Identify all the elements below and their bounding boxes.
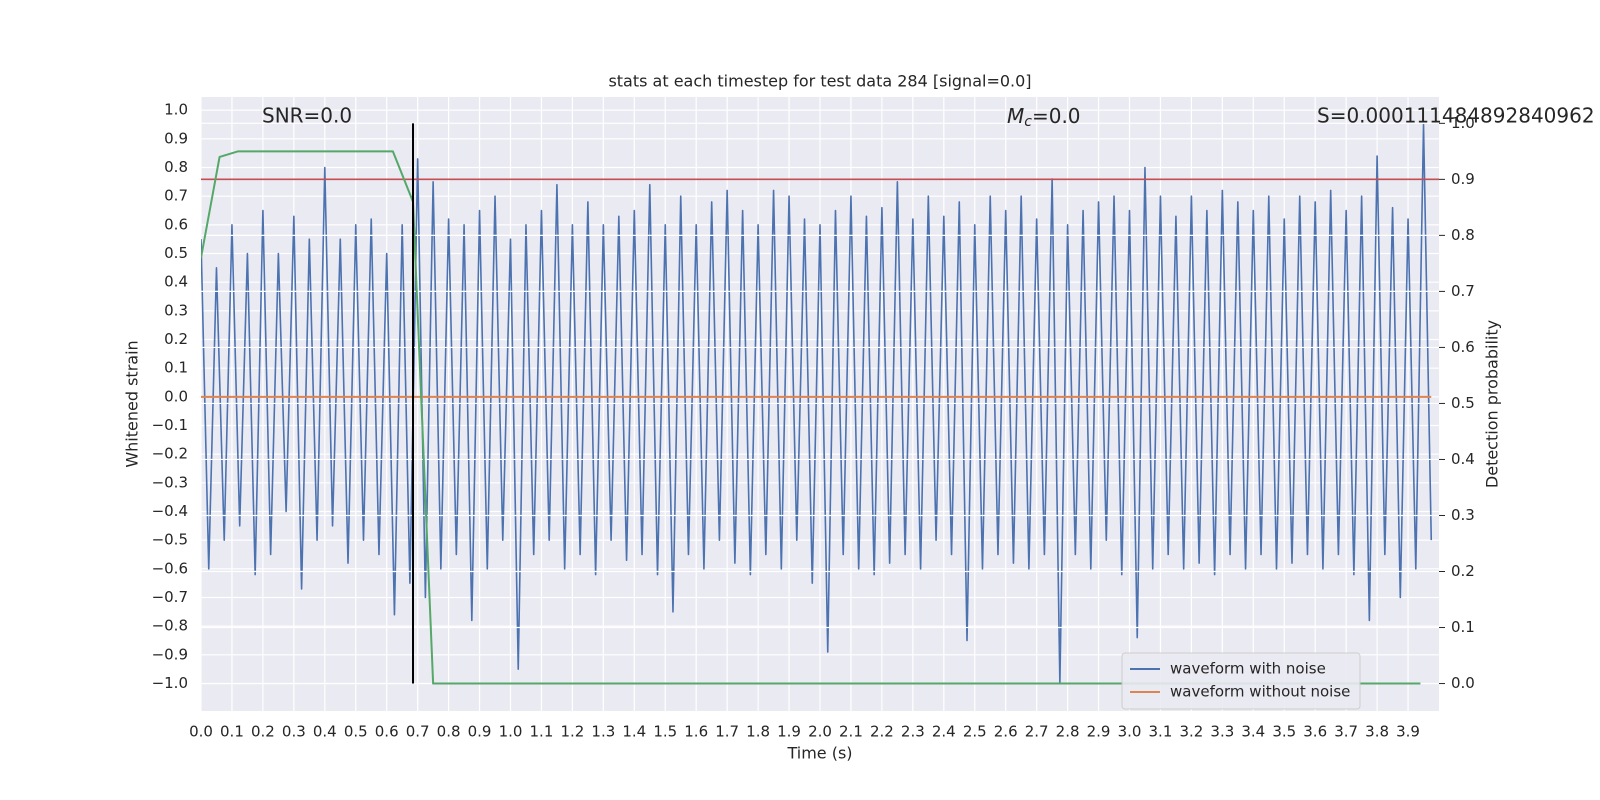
y-tick-label: 0.4 [164,273,188,291]
y-tick-label: −0.8 [152,617,188,635]
x-tick-label: 1.4 [622,723,646,741]
y-tick-label: 0.8 [164,158,188,176]
x-tick-label: 3.5 [1272,723,1296,741]
x-tick-label: 1.3 [591,723,615,741]
x-tick-label: 2.3 [901,723,925,741]
legend-box [1121,652,1361,710]
x-tick-label: 0.0 [189,723,213,741]
x-tick-label: 2.8 [1056,723,1080,741]
x-tick-label: 2.6 [994,723,1018,741]
y-tick-label: 0.2 [164,330,188,348]
x-tick-label: 0.8 [437,723,461,741]
y2-axis-label: Detection probability [1483,320,1502,488]
x-tick-label: 1.5 [653,723,677,741]
y-tick-label: 0.5 [164,244,188,262]
x-tick-label: 1.1 [530,723,554,741]
y-axis-label: Whitened strain [123,340,142,467]
x-tick-label: 3.8 [1365,723,1389,741]
y-tick-label: −1.0 [152,674,188,692]
x-tick-label: 2.4 [932,723,956,741]
x-tick-label: 3.4 [1241,723,1265,741]
x-tick-label: 0.3 [282,723,306,741]
x-tick-label: 0.9 [468,723,492,741]
y-tick-label: 0.3 [164,301,188,319]
y2-tick-label: 0.4 [1451,450,1475,468]
y2-tick-label: 0.2 [1451,562,1475,580]
x-tick-label: 1.9 [777,723,801,741]
x-axis-label: Time (s) [786,744,852,763]
x-tick-label: 2.9 [1087,723,1111,741]
y2-tick-label: 0.1 [1451,618,1475,636]
y2-tick-label: 0.8 [1451,226,1475,244]
y2-tick-label: 1.0 [1451,114,1475,132]
annotation: S=0.000111484892840962 [1317,104,1595,128]
x-tick-label: 3.6 [1303,723,1327,741]
x-tick-label: 1.7 [715,723,739,741]
y-tick-label: −0.5 [152,531,188,549]
x-tick-label: 2.1 [839,723,863,741]
y-tick-label: 0.0 [164,387,188,405]
x-tick-label: 2.7 [1025,723,1049,741]
legend-label: waveform with noise [1170,660,1326,678]
x-tick-label: 3.3 [1210,723,1234,741]
annotation: Mc=0.0 [1007,104,1081,131]
x-tick-label: 0.4 [313,723,337,741]
y2-tick-label: 0.6 [1451,338,1475,356]
y-tick-label: −0.9 [152,645,188,663]
x-tick-label: 2.2 [870,723,894,741]
y-tick-label: 0.1 [164,359,188,377]
annotation: SNR=0.0 [262,104,352,128]
y-tick-label: −0.1 [152,416,188,434]
y2-tick-label: 0.0 [1451,674,1475,692]
y-tick-label: 0.6 [164,215,188,233]
y-tick-label: −0.6 [152,559,188,577]
y-tick-label: −0.7 [152,588,188,606]
x-tick-label: 1.6 [684,723,708,741]
chart-title: stats at each timestep for test data 284… [608,72,1031,91]
y2-tick-label: 0.5 [1451,394,1475,412]
y-tick-label: −0.4 [152,502,188,520]
x-tick-label: 1.2 [560,723,584,741]
series-line [201,150,1421,685]
x-tick-label: 3.7 [1334,723,1358,741]
x-tick-label: 0.2 [251,723,275,741]
y-tick-label: −0.3 [152,473,188,491]
x-tick-label: 0.6 [375,723,399,741]
y-tick-label: 0.7 [164,187,188,205]
x-tick-label: 1.0 [499,723,523,741]
y2-tick-label: 0.9 [1451,170,1475,188]
x-tick-label: 3.0 [1118,723,1142,741]
y2-tick-label: 0.3 [1451,506,1475,524]
x-tick-label: 3.2 [1179,723,1203,741]
y-tick-label: 0.9 [164,129,188,147]
y-tick-label: 1.0 [164,101,188,119]
x-tick-label: 0.7 [406,723,430,741]
y-tick-label: −0.2 [152,445,188,463]
y2-tick-label: 0.7 [1451,282,1475,300]
legend-label: waveform without noise [1170,683,1350,701]
x-tick-label: 0.1 [220,723,244,741]
x-tick-label: 2.0 [808,723,832,741]
x-tick-label: 1.8 [746,723,770,741]
x-tick-label: 3.1 [1149,723,1173,741]
x-tick-label: 2.5 [963,723,987,741]
x-tick-label: 3.9 [1396,723,1420,741]
x-tick-label: 0.5 [344,723,368,741]
